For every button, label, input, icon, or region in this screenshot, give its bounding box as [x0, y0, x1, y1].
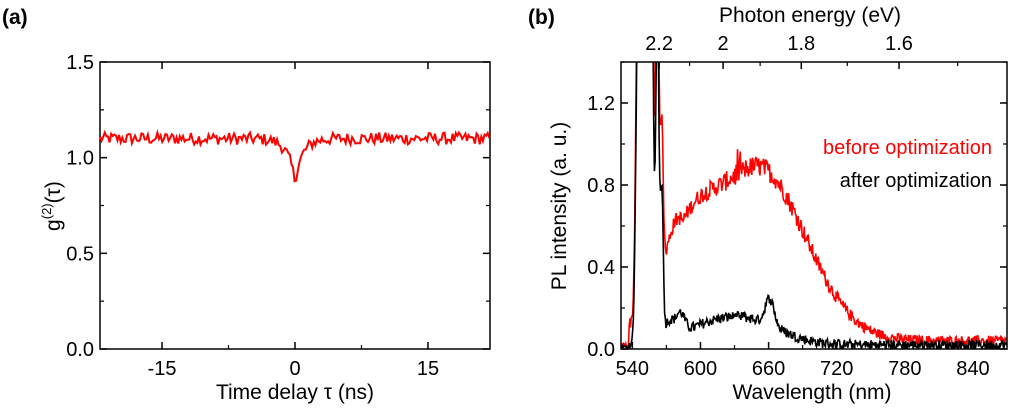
- panel-b-top-axis-title: Photon energy (eV): [719, 4, 901, 27]
- panel-b-x-ticks: 540 600 660 720 780 840: [616, 342, 990, 380]
- panel-a-y-ticks: 0.0 0.5 1.0 1.5: [66, 52, 490, 361]
- panel-b-y-ticks: 0.0 0.4 0.8 1.2: [587, 61, 1007, 361]
- panel-b-series-before: [621, 62, 1007, 349]
- panel-b-top-tick-label: 2.2: [645, 33, 673, 55]
- panel-a-x-tick-label: -15: [148, 358, 177, 380]
- panel-a-frame: [99, 61, 491, 350]
- svg-text:g(2)(τ): g(2)(τ): [39, 181, 65, 231]
- panel-b-y-tick-label: 0.8: [587, 175, 615, 197]
- panel-b-x-tick-label: 600: [684, 358, 717, 380]
- panel-b-top-tick-label: 1.8: [787, 33, 815, 55]
- legend-before-optimization: before optimization: [823, 137, 992, 159]
- panel-b-y-tick-label: 0.4: [587, 257, 615, 279]
- panel-a-x-ticks: -15 0 15: [148, 62, 439, 380]
- panel-a-y-tick-label: 1.5: [66, 52, 94, 74]
- legend-after-optimization: after optimization: [840, 170, 992, 192]
- panel-b-x-tick-label: 660: [752, 358, 785, 380]
- panel-b-x-tick-label: 540: [616, 358, 649, 380]
- panel-a-y-axis-title-main: g: [42, 219, 65, 231]
- panel-a-y-tick-label: 0.5: [66, 243, 94, 265]
- panel-b-y-axis-title: PL intensity (a. u.): [548, 122, 571, 290]
- panel-a-label: (a): [2, 6, 28, 29]
- panel-a-g2-line: [99, 128, 491, 183]
- panel-b-x-axis-title: Wavelength (nm): [732, 381, 891, 404]
- panel-b-y-tick-label: 0.0: [587, 339, 615, 361]
- panel-a-y-tick-label: 0.0: [66, 339, 94, 361]
- panel-b-frame: [620, 61, 1008, 350]
- panel-a-x-tick-label: 15: [417, 358, 439, 380]
- panel-a-x-axis-title: Time delay τ (ns): [216, 381, 374, 404]
- panel-b-label: (b): [528, 6, 555, 29]
- panel-a-y-axis-title-sup: (2): [39, 203, 54, 219]
- panel-b-x-tick-label: 780: [888, 358, 921, 380]
- panel-b-plot-area: [621, 62, 1007, 349]
- panel-a: (a) 0.0 0.5 1.0 1.5 -15 0 15 Time delay τ (ns…: [2, 6, 491, 404]
- panel-b: (b) Photon energy (eV) 0.0 0.4 0.8 1.2 540 6…: [528, 4, 1008, 404]
- panel-b-top-tick-label: 1.6: [885, 33, 913, 55]
- panel-b-top-ticks: 2.2 2 1.8 1.6: [645, 33, 959, 69]
- panel-a-x-tick-label: 0: [289, 358, 300, 380]
- panel-b-top-tick-label: 2: [718, 33, 729, 55]
- panel-b-x-tick-label: 720: [820, 358, 853, 380]
- panel-b-x-tick-label: 840: [956, 358, 989, 380]
- panel-a-y-tick-label: 1.0: [66, 148, 94, 170]
- panel-b-series-after: [621, 62, 1007, 349]
- panel-b-y-tick-label: 1.2: [587, 93, 615, 115]
- panel-a-y-axis-title: g(2)(τ): [39, 181, 65, 231]
- panel-a-y-axis-title-arg: (τ): [42, 181, 65, 203]
